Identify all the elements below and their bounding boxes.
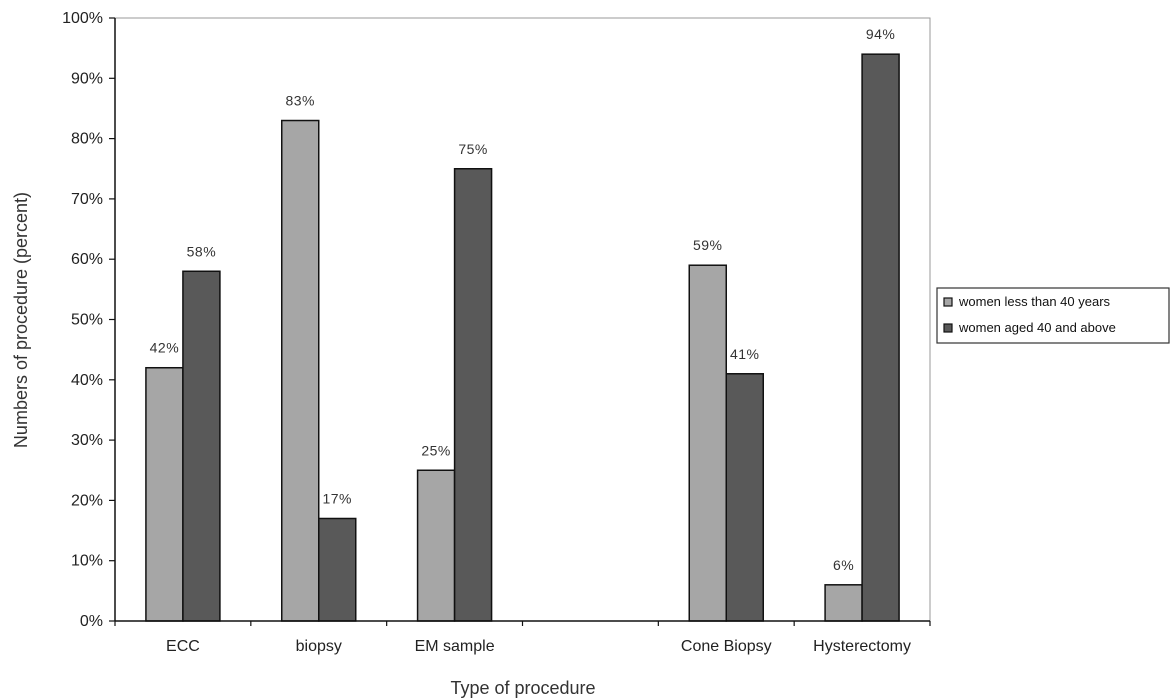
x-tick-label: EM sample <box>415 638 495 655</box>
bar-2 <box>725 373 764 622</box>
legend: women less than 40 years women aged 40 a… <box>936 287 1170 344</box>
bar-1 <box>688 264 727 622</box>
data-label: 75% <box>458 141 488 157</box>
y-tick-label: 30% <box>71 432 103 449</box>
y-tick-label: 50% <box>71 312 103 329</box>
x-tick-label: biopsy <box>296 638 342 655</box>
legend-label-series-2: women aged 40 and above <box>958 320 1116 335</box>
bars-group <box>145 53 900 622</box>
x-axis-title: Type of procedure <box>450 678 595 698</box>
x-tick-label: ECC <box>166 638 200 655</box>
y-tick-label: 70% <box>71 191 103 208</box>
bar-1 <box>281 119 320 622</box>
y-tick-label: 10% <box>71 553 103 570</box>
plot-area <box>114 17 931 622</box>
y-tick-label: 60% <box>71 251 103 268</box>
data-label: 58% <box>187 243 217 259</box>
data-label: 83% <box>285 93 315 109</box>
data-label: 41% <box>730 346 760 362</box>
y-tick-label: 20% <box>71 492 103 509</box>
y-axis-title: Numbers of procedure (percent) <box>11 192 31 448</box>
bar-2 <box>182 270 221 622</box>
y-tick-label: 90% <box>71 70 103 87</box>
y-tick-label: 40% <box>71 372 103 389</box>
bar-1 <box>416 469 456 622</box>
data-label: 59% <box>693 237 723 253</box>
bar-2 <box>453 168 493 622</box>
legend-swatch-series-2 <box>943 323 953 333</box>
y-tick-label: 0% <box>80 613 103 630</box>
x-axis: ECC biopsy EM sample Cone Biopsy Hysterectom… <box>114 620 931 655</box>
data-labels-group: 42% 83% 25% 59% 6% 58% 17% 75% 41% 94% <box>150 26 896 573</box>
data-label: 17% <box>322 490 352 506</box>
bar-1 <box>145 366 184 622</box>
data-label: 94% <box>866 26 896 42</box>
data-label: 42% <box>150 340 180 356</box>
x-tick-label: Cone Biopsy <box>681 638 772 655</box>
data-label: 25% <box>421 442 451 458</box>
legend-box <box>936 287 1170 344</box>
bar-2 <box>318 517 357 622</box>
bar-2 <box>861 53 900 622</box>
y-axis: 0% 10% 20% 30% 40% 50% 60% 70% 80% 90% 100% <box>62 10 116 630</box>
legend-swatch-series-1 <box>943 297 953 307</box>
data-label: 6% <box>833 557 854 573</box>
x-tick-label: Hysterectomy <box>813 638 911 655</box>
y-tick-label: 80% <box>71 131 103 148</box>
bar-1 <box>824 584 863 622</box>
legend-label-series-1: women less than 40 years <box>958 294 1111 309</box>
y-tick-label: 100% <box>62 10 103 27</box>
